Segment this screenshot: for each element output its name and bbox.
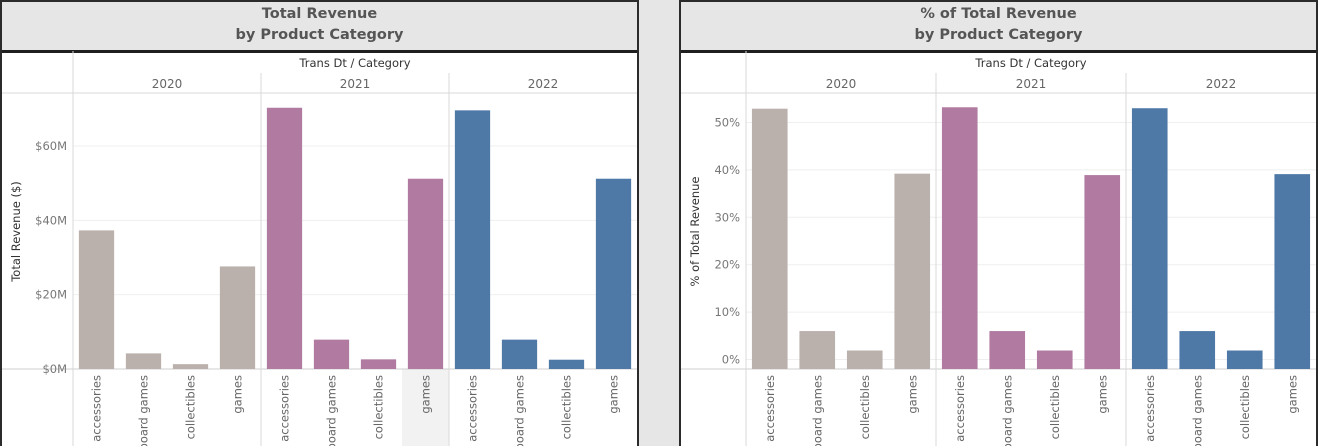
bar [1274,174,1311,369]
bar [1131,108,1168,370]
revenue-bar-chart: Trans Dt / Category 2020 2021 2022 $0M $20M $4… [2,51,637,446]
highlighted-column [402,369,449,446]
bar [313,339,350,369]
bar [501,339,538,369]
category-label: board games [513,375,527,446]
category-label: board games [810,375,824,446]
bar [548,359,585,369]
category-label: collectibles [858,375,872,439]
category-label: accessories [466,375,480,442]
year-label: 2022 [528,77,559,91]
y-tick-label: $40M [35,213,67,227]
category-label: accessories [90,375,104,442]
year-label: 2020 [152,77,183,91]
bar [172,364,209,369]
category-label: games [1095,375,1109,414]
y-tick-label: 40% [714,163,740,177]
chart-title: % of Total Revenue by Product Category [681,2,1316,53]
category-label: games [231,375,245,414]
category-label: accessories [763,375,777,442]
x-header-label: Trans Dt / Category [974,56,1086,70]
bar [989,331,1026,369]
bar [360,359,397,369]
category-label: accessories [953,375,967,442]
bar [751,108,788,369]
y-tick-label: $0M [42,362,67,376]
bar [407,178,444,369]
bar [595,178,632,369]
chart-title-line2: by Product Category [914,27,1083,43]
y-axis-label: Total Revenue ($) [9,181,23,283]
bar [1226,350,1263,369]
bar [219,266,256,369]
category-label: games [1285,375,1299,414]
chart-title-line1: Total Revenue [261,6,378,22]
y-axis-label: % of Total Revenue [688,177,702,287]
year-label: 2022 [1206,77,1237,91]
percent-chart-panel: % of Total Revenue by Product Category T… [679,0,1318,446]
y-tick-label: 30% [714,210,740,224]
chart-title: Total Revenue by Product Category [2,2,637,53]
chart-title-line1: % of Total Revenue [920,6,1077,22]
x-header-label: Trans Dt / Category [298,56,410,70]
bar [1179,331,1216,369]
y-tick-label: 0% [722,353,740,367]
bar [894,173,931,369]
y-tick-label: $20M [35,288,67,302]
bar [941,107,978,369]
category-label: board games [325,375,339,446]
y-tick-label: $60M [35,139,67,153]
year-label: 2021 [340,77,371,91]
bar [454,110,491,369]
category-label: games [607,375,621,414]
y-tick-label: 20% [714,258,740,272]
y-tick-label: 10% [714,305,740,319]
category-label: accessories [278,375,292,442]
bar [799,331,836,369]
bar [266,107,303,369]
category-label: accessories [1143,375,1157,442]
category-label: collectibles [560,375,574,439]
category-label: games [419,375,433,414]
year-label: 2020 [826,77,857,91]
category-label: board games [1000,375,1014,446]
revenue-chart-panel: Total Revenue by Product Category Trans … [0,0,639,446]
bar [125,353,162,369]
bar [1084,175,1121,369]
category-label: games [905,375,919,414]
year-label: 2021 [1016,77,1047,91]
chart-title-line2: by Product Category [235,27,404,43]
bar [78,230,115,369]
category-label: board games [1190,375,1204,446]
y-tick-label: 50% [714,115,740,129]
category-label: board games [137,375,151,446]
category-label: collectibles [184,375,198,439]
category-label: collectibles [1048,375,1062,439]
percent-bar-chart: Trans Dt / Category 2020 2021 2022 0% 10% 20% 3… [681,51,1316,446]
bar [846,350,883,369]
category-label: collectibles [372,375,386,439]
category-label: collectibles [1238,375,1252,439]
bar [1036,350,1073,369]
